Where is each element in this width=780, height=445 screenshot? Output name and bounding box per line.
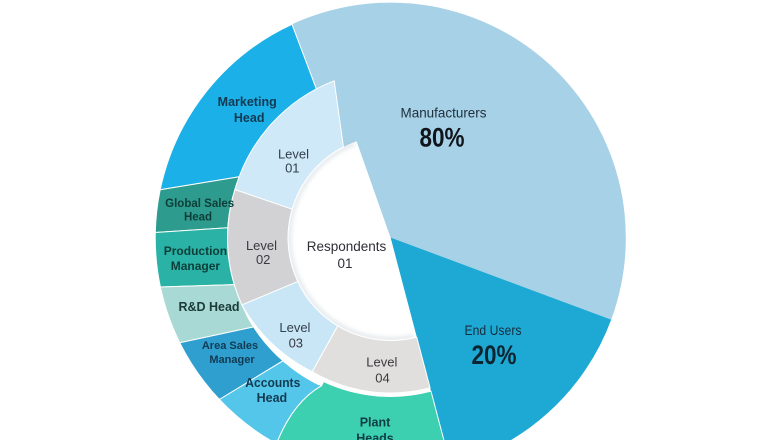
svg-text:01: 01 [285,160,299,175]
svg-text:Head: Head [184,212,212,224]
svg-text:Area Sales: Area Sales [202,340,258,352]
svg-text:Level: Level [366,354,397,369]
svg-text:Accounts: Accounts [245,376,300,390]
svg-text:Level: Level [278,147,309,162]
svg-text:Level: Level [279,320,310,335]
svg-text:Marketing: Marketing [218,95,277,109]
svg-text:Head: Head [234,111,265,125]
svg-text:80%: 80% [420,123,465,153]
svg-text:Manager: Manager [171,259,221,273]
svg-text:Production: Production [164,244,227,258]
svg-text:Level: Level [246,238,277,253]
svg-text:Manufacturers: Manufacturers [401,105,487,121]
svg-text:01: 01 [337,256,352,271]
svg-text:Manager: Manager [209,354,255,366]
svg-text:20%: 20% [472,340,517,370]
svg-text:Heads: Heads [356,432,394,441]
svg-text:Respondents: Respondents [307,239,387,254]
svg-text:03: 03 [289,335,303,350]
svg-text:Global Sales: Global Sales [165,198,234,210]
svg-text:End Users: End Users [465,322,522,338]
svg-text:Head: Head [257,391,288,405]
svg-text:Plant: Plant [360,415,391,429]
svg-text:02: 02 [256,252,270,267]
svg-text:04: 04 [375,370,389,385]
svg-text:R&D Head: R&D Head [178,300,239,314]
